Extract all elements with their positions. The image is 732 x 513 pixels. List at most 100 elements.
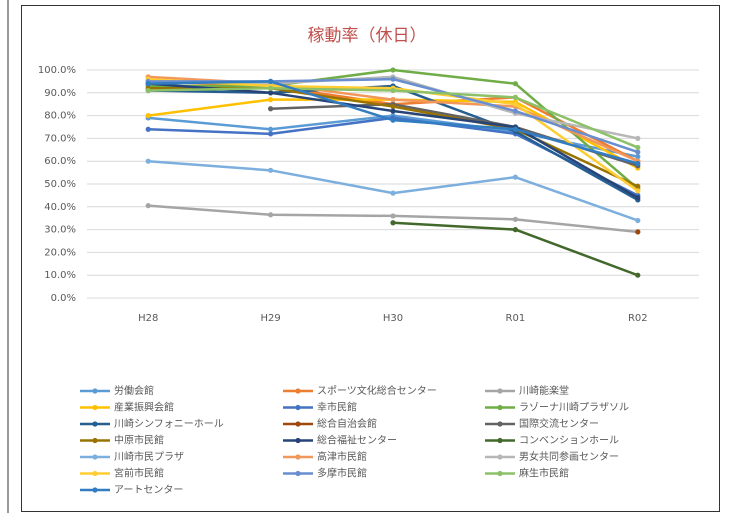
data-point — [512, 108, 519, 114]
x-tick-label: R02 — [628, 313, 648, 324]
legend-swatch-marker — [295, 437, 301, 444]
data-point — [390, 117, 396, 123]
data-point — [145, 113, 151, 119]
legend-label: 川崎能楽堂 — [519, 384, 569, 397]
data-point — [145, 203, 151, 209]
y-tick-label: 30.0% — [44, 225, 76, 236]
legend-swatch-marker — [497, 437, 503, 444]
legend-swatch-marker — [92, 487, 98, 493]
data-point — [390, 67, 396, 73]
legend-label: スポーツ文化総合センター — [317, 384, 437, 397]
legend-swatch-marker — [295, 421, 301, 427]
data-point — [390, 220, 396, 226]
legend-swatch-marker — [295, 404, 301, 411]
data-point — [268, 90, 274, 96]
legend-swatch-marker — [92, 454, 98, 460]
y-tick-label: 100.0% — [38, 65, 76, 76]
data-point — [145, 126, 151, 132]
data-point — [635, 272, 641, 278]
legend-swatch-marker — [92, 437, 98, 444]
legend-swatch-marker — [497, 470, 503, 477]
legend-label: 総合福祉センター — [317, 434, 397, 447]
legend-label: 中原市民館 — [114, 434, 164, 447]
data-point — [390, 103, 396, 110]
x-tick-label: R01 — [506, 313, 526, 324]
data-point — [268, 167, 274, 173]
legend-swatch-marker — [92, 470, 98, 477]
data-point — [268, 131, 274, 137]
data-point — [390, 108, 396, 114]
data-point — [268, 85, 274, 91]
data-point — [635, 188, 641, 194]
legend-swatch-marker — [92, 421, 98, 427]
legend-label: 労働会館 — [114, 384, 154, 397]
data-point — [512, 94, 519, 100]
legend-label: ラゾーナ川崎プラザソル — [519, 401, 629, 414]
legend-swatch-marker — [92, 404, 98, 411]
data-point — [512, 126, 519, 132]
data-point — [145, 158, 151, 164]
y-tick-label: 0.0% — [51, 293, 76, 304]
data-point — [268, 126, 274, 132]
y-tick-label: 60.0% — [44, 156, 76, 167]
y-tick-label: 40.0% — [44, 202, 76, 213]
legend-label: 高津市民館 — [317, 450, 367, 463]
data-point — [268, 106, 274, 112]
legend-swatch-marker — [295, 454, 301, 460]
y-tick-label: 20.0% — [44, 247, 76, 258]
data-point — [145, 87, 151, 94]
data-point — [268, 97, 274, 103]
data-point — [635, 160, 641, 167]
legend-label: 麻生市民館 — [519, 467, 569, 480]
data-point — [635, 154, 641, 160]
legend-label: コンベンションホール — [519, 435, 619, 447]
legend-label: 国際交流センター — [519, 417, 599, 430]
data-point — [268, 212, 274, 218]
chart-title: 稼動率（休日） — [308, 26, 427, 46]
y-tick-label: 80.0% — [44, 111, 76, 122]
data-point — [635, 149, 641, 155]
data-point — [145, 81, 151, 87]
data-point — [268, 78, 274, 84]
legend-label: 幸市民館 — [317, 401, 357, 414]
legend-label: 産業振興会館 — [114, 401, 174, 414]
data-point — [390, 76, 396, 82]
x-tick-label: H28 — [138, 313, 158, 324]
data-point — [635, 183, 641, 189]
legend-label: 多摩市民館 — [317, 467, 367, 480]
data-point — [390, 213, 396, 219]
y-tick-label: 90.0% — [44, 88, 76, 99]
y-tick-label: 70.0% — [44, 133, 76, 144]
legend-label: アートセンター — [114, 484, 183, 496]
y-tick-label: 50.0% — [44, 179, 76, 190]
legend-label: 宮前市民館 — [114, 467, 164, 480]
data-point — [512, 227, 519, 233]
y-tick-label: 10.0% — [44, 270, 76, 281]
data-point — [512, 174, 519, 180]
legend-label: 総合自治会館 — [317, 417, 377, 430]
data-point — [635, 144, 641, 151]
x-tick-label: H30 — [383, 313, 403, 324]
legend-swatch-marker — [92, 388, 98, 394]
data-point — [635, 217, 641, 224]
data-point — [635, 195, 641, 201]
x-tick-label: H29 — [260, 313, 280, 324]
legend-swatch-marker — [497, 404, 503, 411]
legend-swatch-marker — [497, 388, 503, 394]
data-point — [635, 229, 641, 235]
legend-swatch-marker — [497, 421, 503, 427]
legend-swatch-marker — [295, 388, 301, 394]
legend-swatch-marker — [295, 470, 301, 477]
legend-label: 男女共同参画センター — [519, 450, 619, 463]
data-point — [390, 87, 396, 94]
legend-label: 川崎市民プラザ — [114, 450, 184, 463]
data-point — [512, 81, 519, 87]
data-point — [635, 135, 641, 141]
data-point — [390, 97, 396, 103]
legend-swatch-marker — [497, 454, 503, 460]
data-point — [512, 216, 519, 222]
data-point — [390, 190, 396, 196]
data-point — [512, 101, 519, 107]
legend-label: 川崎シンフォニーホール — [114, 417, 224, 430]
